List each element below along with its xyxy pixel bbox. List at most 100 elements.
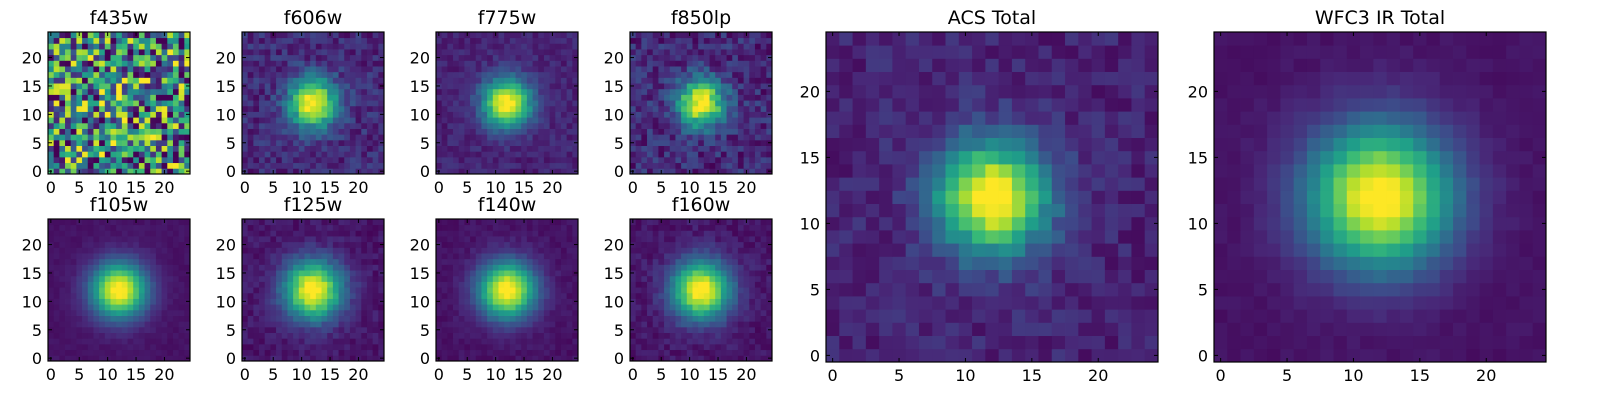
heatmap-cell [1253, 230, 1268, 244]
heatmap-cell [70, 94, 77, 101]
heatmap-cell [1519, 98, 1534, 112]
heatmap-cell [754, 83, 762, 90]
heatmap-cell [464, 139, 471, 146]
heatmap-cell [310, 326, 317, 333]
heatmap-cell [669, 162, 676, 169]
heatmap-cell [310, 338, 317, 345]
heatmap-cell [99, 349, 106, 356]
heatmap-cell [1051, 137, 1066, 152]
heatmap-cell [1240, 322, 1255, 336]
heatmap-cell [932, 58, 946, 72]
heatmap-cell [161, 105, 168, 112]
heatmap-cell [150, 122, 157, 129]
heatmap-cell [59, 264, 66, 271]
heatmap-cell [1333, 111, 1348, 125]
heatmap-cell [150, 309, 157, 316]
heatmap-cell [1011, 84, 1026, 99]
heatmap-cell [366, 32, 374, 39]
heatmap-cell [686, 139, 693, 146]
heatmap-cell [315, 321, 322, 328]
heatmap-cell [1333, 216, 1348, 231]
heatmap-cell [133, 66, 140, 73]
heatmap-cell [560, 128, 568, 135]
heatmap-cell [264, 139, 271, 146]
heatmap-cell [121, 60, 128, 67]
heatmap-cell [167, 304, 174, 311]
heatmap-cell [99, 241, 106, 248]
heatmap-cell [1306, 348, 1321, 363]
heatmap-cell [464, 162, 471, 169]
heatmap-cell [378, 49, 385, 56]
heatmap-cell [378, 349, 385, 356]
heatmap-cell [59, 145, 66, 152]
heatmap-cell [53, 168, 60, 175]
heatmap-cell [1466, 309, 1480, 323]
heatmap-cell [766, 60, 773, 67]
heatmap-cell [1413, 98, 1427, 112]
heatmap-cell [155, 151, 162, 158]
heatmap-cell [76, 326, 83, 333]
heatmap-cell [538, 145, 545, 152]
heatmap-cell [532, 151, 539, 158]
heatmap-cell [698, 43, 705, 50]
heatmap-cell [366, 287, 374, 294]
x-tick-label: 10 [485, 178, 505, 197]
heatmap-cell [998, 177, 1013, 191]
heatmap-cell [155, 287, 162, 294]
heatmap-cell [59, 241, 66, 248]
heatmap-cell [515, 60, 522, 67]
heatmap-cell [361, 117, 368, 124]
heatmap-cell [664, 139, 671, 146]
heatmap-cell [65, 219, 72, 226]
heatmap-cell [1144, 124, 1159, 138]
heatmap-cell [298, 309, 305, 316]
heatmap-cell [526, 105, 533, 112]
heatmap-cell [270, 343, 277, 351]
heatmap-cell [458, 156, 465, 164]
heatmap-cell [70, 224, 77, 231]
heatmap-cell [852, 58, 867, 72]
heatmap-cell [270, 151, 277, 158]
heatmap-cell [826, 322, 840, 336]
heatmap-cell [1267, 269, 1281, 284]
heatmap-cell [560, 105, 568, 112]
heatmap-cell [1426, 269, 1441, 284]
heatmap-cell [327, 332, 334, 339]
heatmap-cell [998, 137, 1013, 152]
heatmap-cell [475, 122, 482, 129]
heatmap-cell [372, 32, 379, 39]
heatmap-cell [361, 37, 368, 44]
heatmap-cell [658, 105, 665, 112]
heatmap-cell [247, 77, 254, 84]
heatmap-cell [116, 332, 123, 339]
heatmap-cell [447, 139, 454, 146]
heatmap-cell [144, 111, 151, 118]
heatmap-cell [110, 219, 117, 226]
heatmap-cell [543, 66, 550, 73]
heatmap-cell [155, 37, 162, 44]
heatmap-cell [167, 43, 174, 50]
heatmap-cell [321, 77, 328, 84]
heatmap-cell [652, 156, 659, 164]
heatmap-cell [264, 71, 271, 78]
heatmap-cell [743, 66, 750, 73]
heatmap-cell [276, 315, 283, 322]
heatmap-cell [1439, 230, 1454, 244]
heatmap-cell [167, 117, 174, 124]
heatmap-cell [65, 111, 72, 118]
heatmap-cell [304, 355, 311, 362]
heatmap-cell [766, 66, 773, 73]
heatmap-cell [652, 139, 659, 146]
heatmap-cell [1413, 309, 1427, 323]
heatmap-cell [93, 343, 100, 351]
heatmap-cell [372, 122, 379, 129]
heatmap-cell [65, 338, 72, 345]
heatmap-cell [87, 43, 94, 50]
heatmap-cell [826, 58, 840, 72]
heatmap-cell [1399, 137, 1414, 152]
heatmap-cell [1078, 309, 1092, 323]
heatmap-cell [372, 83, 379, 90]
heatmap-cell [1293, 256, 1308, 270]
heatmap-cell [743, 100, 750, 107]
heatmap-cell [839, 177, 853, 191]
